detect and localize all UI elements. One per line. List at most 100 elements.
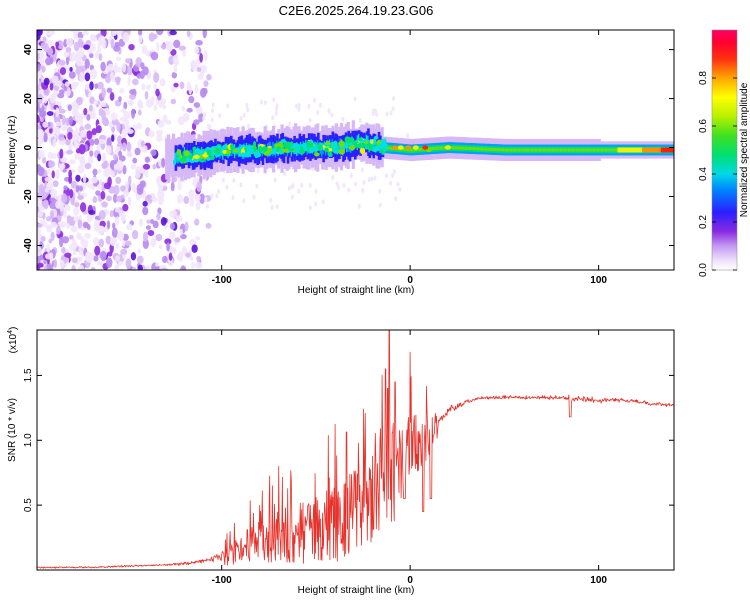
spectrogram-cell (171, 133, 176, 183)
spectrogram-cell (321, 199, 325, 205)
spectrogram-cell (145, 265, 150, 270)
spectrogram-cell (38, 136, 44, 145)
spectrogram-cell (626, 147, 630, 153)
spectrogram-cell (136, 255, 144, 265)
spectrogram-cell (546, 148, 550, 152)
spectrogram-cell (338, 140, 345, 148)
y-tick-label: 40 (23, 44, 34, 56)
spectrogram-cell (130, 164, 137, 170)
spectrogram-cell (338, 148, 346, 155)
spectrogram-cell (314, 201, 318, 207)
spectrogram-cell (55, 121, 61, 127)
spectrogram-cell (37, 71, 42, 79)
spectrogram-cell (459, 146, 463, 150)
spectrogram-cell (390, 173, 394, 179)
spectrogram-cell (100, 61, 106, 72)
spectrogram-cell (86, 130, 93, 140)
spectrogram-cell (59, 221, 67, 228)
spectrogram-cell (116, 121, 121, 132)
spectrogram-cell (359, 147, 366, 155)
spectrogram-cell (158, 244, 163, 250)
spectrogram-cell (559, 148, 563, 152)
spectrogram-cell (194, 218, 200, 226)
spectrogram-cell (160, 44, 167, 50)
spectrogram-cell (643, 147, 647, 153)
spectrogram-cell (110, 38, 115, 49)
spectrogram-cell (507, 148, 510, 152)
spectrogram-cell (179, 81, 185, 90)
spectrogram-cell (37, 114, 40, 124)
spectrogram-cell (43, 95, 48, 104)
spectrogram-cell (182, 50, 187, 57)
spectrogram-cell (609, 148, 613, 152)
spectrogram-cell (65, 55, 70, 66)
spectrogram-cell (166, 41, 174, 52)
spectrogram-cell (619, 147, 623, 153)
spectrogram-cell (60, 123, 68, 132)
spectrogram-cell (338, 142, 341, 153)
spectrogram-cell (202, 64, 207, 74)
spectrogram-cell (37, 262, 44, 269)
spectrogram-cell (137, 30, 143, 36)
spectrogram-cell (168, 252, 173, 261)
spectrogram-cell (109, 239, 117, 247)
spectrogram-cell (102, 116, 109, 126)
spectrogram-cell (357, 203, 361, 209)
spectrogram-cell (341, 116, 345, 122)
spectrogram-cell (84, 83, 91, 90)
spectrogram-cell (178, 45, 187, 51)
x-tick-label: 100 (590, 575, 607, 586)
spectrogram-cell (49, 93, 56, 99)
spectrogram-cell (290, 184, 294, 190)
spectrogram-cell (160, 98, 166, 105)
spectrogram-cell (165, 119, 172, 125)
spectrogram-cell (190, 60, 197, 71)
spectrogram-cell (39, 219, 46, 224)
spectrogram-cell (98, 238, 105, 248)
spectrogram-cell (52, 180, 59, 188)
spectrogram-cell (605, 148, 609, 152)
snr-xlabel: Height of straight line (km) (298, 585, 415, 596)
spectrogram-cell (153, 104, 158, 112)
spectrogram-cell (177, 181, 182, 191)
spectrogram-cell (253, 140, 257, 148)
spectrogram-cell (193, 119, 200, 125)
spectrogram-cell (127, 196, 132, 207)
spectrogram-cell (122, 203, 129, 212)
spectrogram-y-axis: -40 -20 0 20 40 (23, 44, 674, 253)
spectrogram-cell (172, 159, 177, 166)
spectrogram-cell (169, 223, 176, 230)
spectrogram-cell (297, 103, 301, 109)
spectrogram-cell (280, 139, 287, 144)
spectrogram-cell (69, 234, 74, 240)
spectrogram-cell (46, 182, 53, 190)
spectrogram-cell (550, 148, 554, 152)
spectrogram-cell (115, 176, 122, 185)
spectrogram-cell (590, 148, 593, 152)
spectrogram-cell (500, 148, 504, 152)
spectrogram-cell (155, 262, 159, 267)
spectrogram-cell (137, 264, 143, 270)
spectrogram-cell (308, 147, 315, 153)
spectrogram-cell (142, 238, 149, 250)
spectrogram-cell (162, 104, 167, 110)
spectrogram-cell (164, 238, 172, 245)
y-tick-label: 0.5 (23, 498, 34, 512)
spectrogram-cell (150, 219, 155, 224)
spectrogram-cell (485, 147, 489, 151)
spectrogram-cell (587, 148, 591, 152)
spectrogram-cell (195, 200, 201, 211)
spectrogram-panel: -100 0 100 -40 -20 0 20 40 Height of straight … (7, 29, 675, 296)
spectrogram-cell (456, 146, 460, 150)
spectrogram-cell (84, 162, 92, 170)
spectrogram-cell (84, 123, 92, 130)
spectrogram-cell (406, 133, 410, 139)
spectrogram-cell (415, 148, 419, 152)
spectrogram-cell (271, 147, 277, 155)
spectrogram-cell (141, 83, 146, 91)
spectrogram-cell (314, 189, 318, 195)
spectrogram-cell (541, 148, 544, 152)
spectrogram-cell (135, 169, 141, 179)
spectrogram-cell (116, 66, 123, 73)
